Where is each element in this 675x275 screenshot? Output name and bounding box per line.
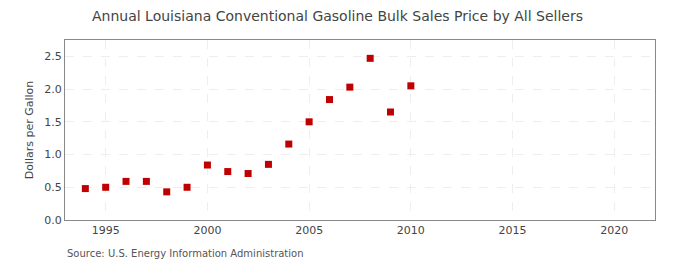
- svg-text:2010: 2010: [397, 224, 425, 237]
- svg-text:2000: 2000: [193, 224, 221, 237]
- svg-text:1995: 1995: [92, 224, 120, 237]
- svg-text:Annual Louisiana Conventional: Annual Louisiana Conventional Gasoline B…: [92, 8, 583, 24]
- svg-text:2.5: 2.5: [44, 50, 62, 63]
- svg-text:Dollars per Gallon: Dollars per Gallon: [23, 81, 36, 180]
- svg-text:Source: U.S. Energy Informatio: Source: U.S. Energy Information Administ…: [67, 248, 304, 259]
- svg-text:2.0: 2.0: [44, 83, 62, 96]
- svg-text:1.5: 1.5: [44, 116, 62, 129]
- svg-text:1.0: 1.0: [44, 148, 62, 161]
- svg-text:0.5: 0.5: [44, 181, 62, 194]
- svg-text:2020: 2020: [600, 224, 628, 237]
- svg-text:2015: 2015: [499, 224, 527, 237]
- svg-text:0.0: 0.0: [44, 214, 62, 227]
- svg-text:2005: 2005: [295, 224, 323, 237]
